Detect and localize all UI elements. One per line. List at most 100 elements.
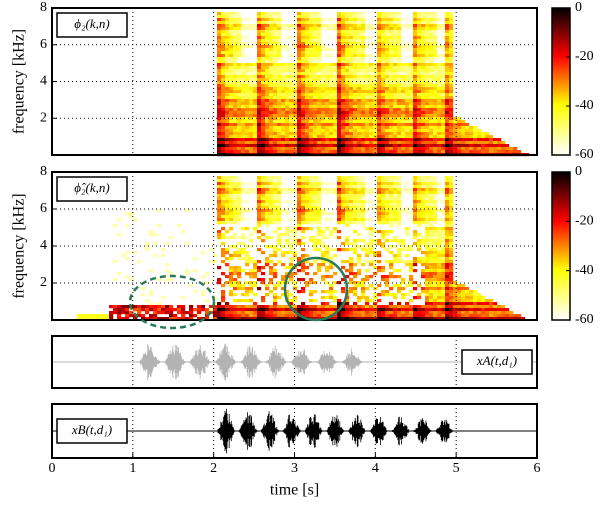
spectrogram-cell — [401, 75, 405, 78]
spectrogram-cell — [261, 18, 265, 21]
spectrogram-cell — [253, 84, 257, 87]
spectrogram-cell — [337, 24, 341, 27]
spectrogram-cell — [357, 284, 361, 287]
spectrogram-cell — [309, 182, 313, 185]
spectrogram-cell — [297, 150, 301, 153]
spectrogram-cell — [285, 123, 289, 126]
spectrogram-cell — [429, 176, 433, 179]
spectrogram-cell — [397, 254, 401, 257]
spectrogram-cell — [165, 305, 169, 308]
spectrogram-cell — [445, 126, 449, 129]
spectrogram-cell — [289, 248, 293, 251]
spectrogram-cell — [145, 248, 149, 251]
spectrogram-cell — [277, 260, 281, 263]
spectrogram-cell — [329, 96, 333, 99]
spectrogram-cell — [297, 185, 301, 188]
spectrogram-cell — [457, 311, 461, 314]
spectrogram-cell — [197, 308, 201, 311]
spectrogram-cell — [309, 36, 313, 39]
spectrogram-cell — [433, 200, 437, 203]
spectrogram-cell — [425, 182, 429, 185]
spectrogram-cell — [297, 221, 301, 224]
spectrogram-cell — [281, 24, 285, 27]
spectrogram-cell — [445, 266, 449, 269]
spectrogram-cell — [241, 218, 245, 221]
spectrogram-cell — [401, 188, 405, 191]
spectrogram-cell — [369, 245, 373, 248]
spectrogram-cell — [337, 12, 341, 15]
spectrogram-cell — [369, 200, 373, 203]
spectrogram-cell — [381, 57, 385, 60]
spectrogram-cell — [277, 308, 281, 311]
spectrogram-cell — [225, 200, 229, 203]
spectrogram-cell — [437, 102, 441, 105]
spectrogram-cell — [385, 21, 389, 24]
spectrogram-cell — [353, 251, 357, 254]
spectrogram-cell — [113, 311, 117, 314]
spectrogram-cell — [301, 227, 305, 230]
spectrogram-cell — [405, 96, 409, 99]
spectrogram-cell — [405, 66, 409, 69]
spectrogram-cell — [361, 150, 365, 153]
spectrogram-cell — [237, 215, 241, 218]
x-tick-label: 2 — [210, 461, 217, 476]
spectrogram-cell — [145, 308, 149, 311]
spectrogram-cell — [317, 305, 321, 308]
spectrogram-cell — [369, 129, 373, 132]
spectrogram-cell — [433, 96, 437, 99]
spectrogram-cell — [321, 278, 325, 281]
spectrogram-cell — [393, 105, 397, 108]
spectrogram-cell — [293, 36, 297, 39]
spectrogram-cell — [337, 135, 341, 138]
spectrogram-cell — [313, 132, 317, 135]
spectrogram-cell — [301, 93, 305, 96]
spectrogram-cell — [477, 296, 481, 299]
spectrogram-cell — [409, 126, 413, 129]
spectrogram-cell — [253, 263, 257, 266]
spectrogram-cell — [437, 275, 441, 278]
spectrogram-cell — [257, 33, 261, 36]
spectrogram-cell — [493, 138, 497, 141]
spectrogram-cell — [253, 188, 257, 191]
spectrogram-cell — [225, 69, 229, 72]
spectrogram-cell — [241, 36, 245, 39]
spectrogram-cell — [313, 197, 317, 200]
spectrogram-cell — [349, 39, 353, 42]
spectrogram-cell — [389, 132, 393, 135]
spectrogram-cell — [457, 302, 461, 305]
spectrogram-cell — [401, 129, 405, 132]
spectrogram-cell — [417, 293, 421, 296]
spectrogram-cell — [361, 218, 365, 221]
spectrogram-cell — [237, 102, 241, 105]
spectrogram-cell — [397, 57, 401, 60]
spectrogram-cell — [393, 78, 397, 81]
spectrogram-cell — [317, 185, 321, 188]
spectrogram-cell — [421, 179, 425, 182]
spectrogram-cell — [441, 257, 445, 260]
spectrogram-cell — [253, 135, 257, 138]
spectrogram-cell — [325, 84, 329, 87]
spectrogram-cell — [341, 78, 345, 81]
spectrogram-cell — [393, 188, 397, 191]
spectrogram-cell — [445, 99, 449, 102]
spectrogram-cell — [273, 203, 277, 206]
spectrogram-cell — [273, 176, 277, 179]
spectrogram-cell — [309, 126, 313, 129]
spectrogram-cell — [245, 287, 249, 290]
spectrogram-cell — [433, 66, 437, 69]
spectrogram-cell — [277, 48, 281, 51]
spectrogram-cell — [345, 182, 349, 185]
spectrogram-cell — [277, 90, 281, 93]
spectrogram-cell — [377, 194, 381, 197]
spectrogram-cell — [329, 105, 333, 108]
spectrogram-cell — [413, 45, 417, 48]
spectrogram-cell — [245, 93, 249, 96]
spectrogram-cell — [277, 221, 281, 224]
spectrogram-cell — [229, 212, 233, 215]
spectrogram-cell — [317, 126, 321, 129]
spectrogram-cell — [233, 308, 237, 311]
spectrogram-cell — [429, 138, 433, 141]
spectrogram-cell — [293, 150, 297, 153]
spectrogram-cell — [245, 129, 249, 132]
spectrogram-cell — [149, 230, 153, 233]
